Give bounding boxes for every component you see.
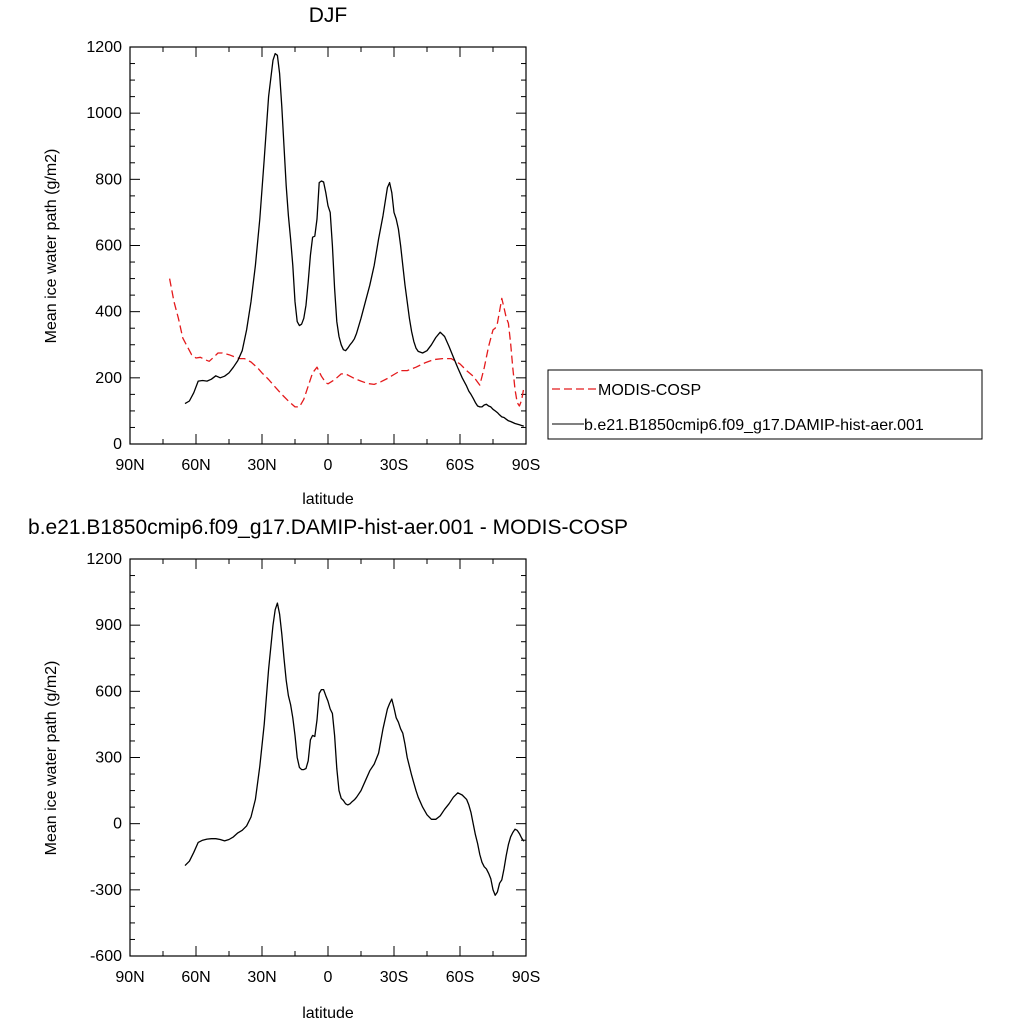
bottom-plot-frame — [129, 558, 527, 957]
top-chart-title: DJF — [309, 4, 348, 27]
top-x-tick-label: 30S — [380, 457, 408, 474]
legend-label-model: b.e21.B1850cmip6.f09_g17.DAMIP-hist-aer.… — [584, 417, 924, 434]
bottom-y-axis-label: Mean ice water path (g/m2) — [43, 661, 60, 856]
top-y-tick-label: 400 — [95, 304, 122, 321]
top-y-tick-label: 600 — [95, 238, 122, 255]
top-y-tick-label: 1000 — [86, 105, 122, 122]
top-x-tick-label: 0 — [324, 457, 333, 474]
top-x-tick-label: 60S — [446, 457, 474, 474]
top-x-axis-label: latitude — [302, 491, 354, 508]
legend-box — [547, 369, 983, 440]
top-legend: MODIS-COSP b.e21.B1850cmip6.f09_g17.DAMI… — [547, 369, 983, 440]
bottom-series-line-0 — [184, 602, 525, 896]
top-y-tick-label: 800 — [95, 171, 122, 188]
legend-label-modis-cosp: MODIS-COSP — [598, 382, 701, 399]
bottom-y-tick-label: 1200 — [86, 551, 122, 568]
top-series-lines — [168, 52, 525, 427]
bottom-x-tick-label: 0 — [324, 969, 333, 986]
bottom-chart-title: b.e21.B1850cmip6.f09_g17.DAMIP-hist-aer.… — [28, 516, 628, 539]
bottom-y-tick-label: 300 — [95, 750, 122, 767]
bottom-panel: b.e21.B1850cmip6.f09_g17.DAMIP-hist-aer.… — [28, 516, 628, 1022]
bottom-x-axis-label: latitude — [302, 1005, 354, 1022]
top-panel: DJF 0 200 400 600 800 1000 1200 90N 60N 30N 0 30S 6… — [43, 4, 983, 508]
bottom-y-tick-label: 0 — [113, 816, 122, 833]
top-plot-frame — [129, 46, 527, 445]
top-x-tick-label: 90S — [512, 457, 540, 474]
bottom-x-tick-label: 90S — [512, 969, 540, 986]
bottom-x-tick-label: 60N — [181, 969, 210, 986]
top-x-tick-label: 60N — [181, 457, 210, 474]
top-x-tick-label: 30N — [247, 457, 276, 474]
top-y-tick-label: 0 — [113, 436, 122, 453]
bottom-y-tick-label: 900 — [95, 617, 122, 634]
bottom-series-lines — [184, 602, 525, 896]
bottom-y-ticks: -600 -300 0 300 600 900 1200 — [86, 551, 526, 965]
bottom-y-tick-label: -300 — [90, 882, 122, 899]
top-series-line-0 — [168, 278, 525, 408]
bottom-x-tick-label: 30S — [380, 969, 408, 986]
top-y-tick-label: 1200 — [86, 39, 122, 56]
bottom-x-ticks: 90N 60N 30N 0 30S 60S 90S — [115, 559, 540, 986]
bottom-x-tick-label: 30N — [247, 969, 276, 986]
bottom-y-tick-label: 600 — [95, 683, 122, 700]
bottom-x-tick-label: 60S — [446, 969, 474, 986]
bottom-x-tick-label: 90N — [115, 969, 144, 986]
top-y-tick-label: 200 — [95, 370, 122, 387]
top-x-tick-label: 90N — [115, 457, 144, 474]
top-x-ticks: 90N 60N 30N 0 30S 60S 90S — [115, 47, 540, 474]
top-y-axis-label: Mean ice water path (g/m2) — [43, 149, 60, 344]
top-y-ticks: 0 200 400 600 800 1000 1200 — [86, 39, 526, 453]
bottom-y-tick-label: -600 — [90, 948, 122, 965]
top-series-line-1 — [184, 52, 524, 427]
